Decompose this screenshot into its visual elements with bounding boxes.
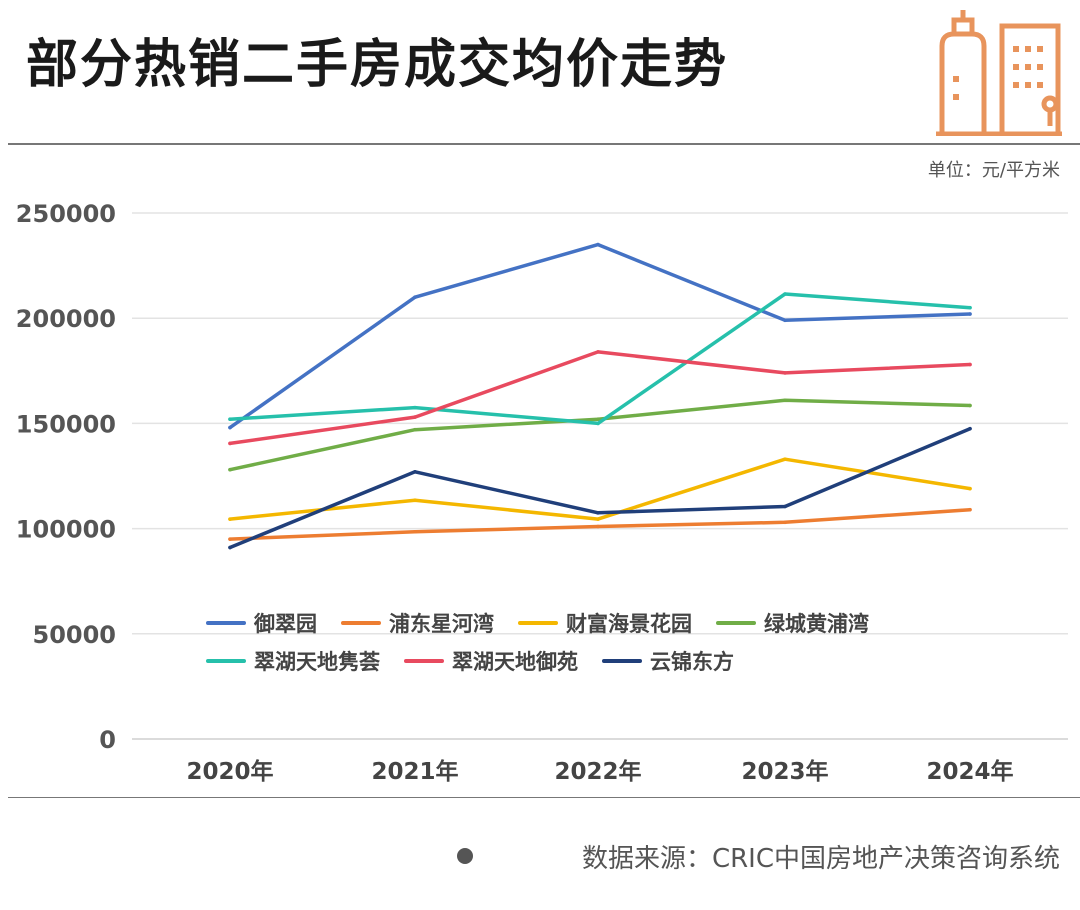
data-point: [228, 537, 232, 541]
y-tick-label: 50000: [33, 621, 117, 649]
x-tick-label: 2021年: [371, 758, 458, 785]
data-point: [968, 362, 972, 367]
legend-swatch: [404, 659, 444, 663]
data-point: [228, 417, 232, 421]
data-point: [413, 498, 417, 502]
series-line-2: [228, 457, 972, 521]
data-point: [596, 242, 600, 247]
data-point: [596, 421, 600, 426]
series-line-5: [228, 350, 972, 446]
legend-row: 翠湖天地隽荟 翠湖天地御苑 云锦东方: [206, 642, 806, 680]
x-tick-label: 2024年: [926, 758, 1013, 785]
series-line-0: [228, 242, 972, 430]
data-point: [783, 520, 787, 525]
data-point: [413, 295, 417, 299]
data-point: [596, 511, 600, 515]
logo-windows: [953, 46, 1043, 100]
logo-tree: [1041, 95, 1059, 113]
legend-swatch: [206, 621, 246, 625]
data-point: [783, 292, 787, 296]
line-chart: 250000 200000 150000 100000 50000 0 2020年 2021年…: [16, 200, 1068, 785]
legend-swatch: [716, 621, 756, 625]
legend-item: 浦东星河湾: [341, 608, 494, 638]
legend-item: 绿城黄浦湾: [716, 608, 869, 638]
data-point: [783, 371, 787, 375]
data-point: [783, 318, 787, 323]
legend-label: 翠湖天地隽荟: [254, 650, 380, 674]
legend-label: 御翠园: [254, 612, 317, 636]
data-point: [413, 469, 417, 474]
y-tick-label: 150000: [16, 410, 116, 438]
legend-label: 财富海景花园: [566, 612, 692, 636]
legend-swatch: [206, 659, 246, 663]
legend-swatch: [518, 621, 558, 625]
x-tick-label: 2020年: [186, 758, 273, 785]
x-tick-label: 2023年: [741, 758, 828, 785]
legend-swatch: [602, 659, 642, 663]
data-point: [413, 427, 417, 432]
data-point: [783, 457, 787, 461]
legend-item: 翠湖天地御苑: [404, 646, 578, 676]
data-point: [596, 517, 600, 521]
bullet-dot: [457, 848, 473, 864]
data-point: [228, 441, 232, 446]
data-point: [596, 350, 600, 354]
legend-label: 绿城黄浦湾: [764, 612, 869, 636]
data-point: [596, 524, 600, 529]
page-title: 部分热销二手房成交均价走势: [26, 35, 729, 95]
chart-legend: 御翠园 浦东星河湾 财富海景花园 绿城黄浦湾翠湖天地隽荟 翠湖天地御苑 云锦东方: [206, 604, 869, 680]
legend-label: 浦东星河湾: [389, 612, 494, 636]
data-point: [968, 426, 972, 431]
data-point: [228, 545, 232, 550]
legend-item: 翠湖天地隽荟: [206, 646, 380, 676]
legend-item: 财富海景花园: [518, 608, 692, 638]
data-point: [228, 425, 232, 430]
header-divider: [8, 143, 1080, 145]
data-point: [413, 529, 417, 534]
y-tick-label: 250000: [16, 200, 116, 228]
data-point: [968, 486, 972, 491]
legend-item: 云锦东方: [602, 646, 734, 676]
y-tick-label: 0: [99, 726, 116, 754]
data-point: [413, 405, 417, 410]
unit-label: 单位：元/平方米: [927, 160, 1060, 181]
data-point: [968, 403, 972, 408]
data-point: [413, 415, 417, 419]
data-point: [968, 507, 972, 512]
legend-row: 御翠园 浦东星河湾 财富海景花园 绿城黄浦湾: [206, 604, 869, 642]
legend-swatch: [341, 621, 381, 625]
data-point: [228, 517, 232, 521]
logo-building-left: [939, 31, 987, 134]
buildings-icon: [936, 10, 1062, 136]
legend-label: 翠湖天地御苑: [452, 650, 578, 674]
legend-label: 云锦东方: [650, 650, 734, 674]
logo-building-right: [999, 23, 1061, 134]
data-point: [228, 467, 232, 472]
data-point: [968, 312, 972, 316]
footer-divider: [8, 797, 1080, 798]
data-source: 数据来源：CRIC中国房地产决策咨询系统: [581, 844, 1060, 874]
data-point: [968, 305, 972, 310]
legend-item: 御翠园: [206, 608, 317, 638]
y-tick-label: 200000: [16, 305, 116, 333]
data-point: [596, 417, 600, 421]
data-point: [783, 398, 787, 403]
x-tick-label: 2022年: [554, 758, 641, 785]
y-tick-label: 100000: [16, 516, 116, 544]
data-point: [783, 504, 787, 509]
